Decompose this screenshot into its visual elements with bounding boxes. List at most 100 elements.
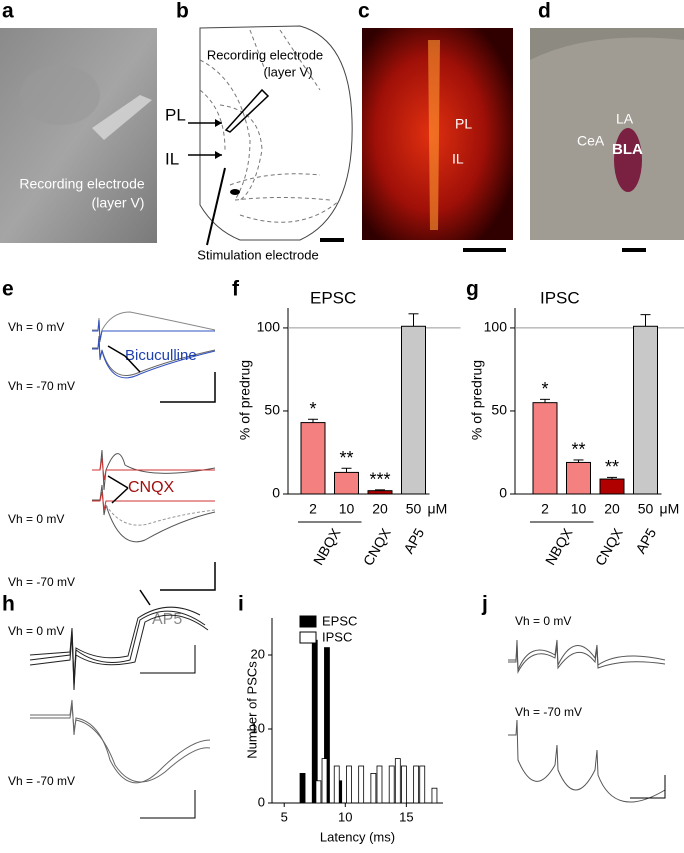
bar — [334, 471, 359, 495]
bar — [311, 639, 318, 804]
label: Vh = 0 mV — [8, 320, 64, 334]
bar — [333, 765, 340, 804]
x-tick-label: 5 — [281, 809, 288, 824]
trace — [105, 504, 216, 526]
bar — [633, 325, 658, 495]
arrow — [188, 122, 222, 156]
bar — [315, 780, 322, 804]
label: Stimulation electrode — [197, 247, 318, 262]
label: Vh = -70 mV — [515, 705, 582, 719]
label: IL — [165, 149, 179, 168]
label: Vh = -70 mV — [8, 575, 75, 589]
bar — [367, 490, 393, 495]
bar — [388, 765, 395, 804]
group-label: NBQX — [542, 525, 576, 568]
legend-label: EPSC — [322, 613, 357, 628]
bar — [300, 422, 326, 495]
significance: * — [309, 399, 316, 419]
panel-letter: h — [2, 593, 15, 616]
y-axis-label: Number of PSCs — [244, 661, 259, 759]
bar — [401, 765, 407, 804]
label: (layer V) — [263, 64, 312, 79]
label: IL — [452, 151, 464, 167]
significance: *** — [369, 470, 390, 490]
arrow — [107, 475, 129, 504]
trace-group — [30, 699, 211, 784]
scale-bar — [630, 775, 666, 799]
bar — [370, 773, 377, 804]
label: Vh = 0 mV — [8, 624, 64, 638]
unit-label: μM — [428, 501, 448, 517]
label: BLA — [612, 141, 643, 158]
scale-bar — [140, 645, 196, 674]
significance: * — [541, 379, 548, 399]
panel-letter: c — [358, 0, 370, 23]
bar — [299, 773, 306, 804]
panel-letter: g — [466, 278, 479, 301]
significance: ** — [571, 440, 585, 460]
group-label: CNQX — [360, 525, 394, 569]
y-tick-label: 50 — [491, 402, 507, 418]
panel-letter: j — [481, 593, 488, 616]
region-border — [199, 29, 341, 223]
chart-title: IPSC — [540, 288, 580, 307]
tissue — [530, 37, 684, 240]
brain-outline — [199, 25, 353, 241]
x-tick-label: 50 — [638, 501, 654, 517]
bar — [346, 765, 352, 804]
bar — [358, 765, 365, 804]
trace — [92, 337, 216, 379]
x-tick-label: 20 — [604, 501, 620, 517]
stimulation-electrode — [206, 167, 226, 246]
panel-letter: b — [176, 0, 189, 23]
bar — [401, 325, 426, 495]
panel-letter: i — [238, 593, 244, 616]
y-tick-label: 100 — [484, 319, 508, 335]
label: Recording electrode — [19, 176, 145, 192]
micrograph — [0, 28, 157, 243]
group-label: NBQX — [310, 525, 344, 568]
y-tick-label: 100 — [257, 319, 281, 335]
trace-group — [508, 639, 666, 803]
legend-label: IPSC — [322, 629, 352, 644]
x-tick-label: 10 — [339, 501, 355, 517]
trace — [92, 457, 215, 481]
y-tick-label: 0 — [272, 485, 280, 501]
trace — [92, 491, 215, 511]
scale-bar — [140, 790, 196, 819]
bar — [431, 787, 438, 804]
y-tick-label: 0 — [499, 485, 507, 501]
bar — [413, 765, 420, 804]
chart-title: EPSC — [310, 288, 356, 307]
y-tick-label: 10 — [251, 720, 265, 735]
electrode — [92, 95, 152, 140]
bar — [566, 461, 591, 495]
label: Bicuculline — [125, 347, 197, 364]
label: PL — [455, 116, 472, 132]
bla-stain — [614, 128, 642, 192]
x-tick-label: 10 — [571, 501, 587, 517]
track — [428, 40, 440, 230]
cell — [20, 65, 100, 125]
label: CNQX — [128, 479, 175, 496]
panel-letter: d — [538, 0, 551, 23]
bar — [321, 758, 328, 804]
significance: ** — [339, 448, 353, 468]
y-tick-label: 50 — [264, 402, 280, 418]
label: LA — [616, 111, 634, 127]
group-label: CNQX — [592, 525, 626, 569]
recording-electrode — [224, 88, 270, 133]
x-tick-label: 10 — [338, 809, 352, 824]
x-tick-label: 2 — [309, 501, 317, 517]
arrow — [107, 345, 141, 373]
label: Vh = -70 mV — [8, 379, 75, 393]
label: Vh = 0 mV — [8, 512, 64, 526]
legend-swatch — [299, 615, 317, 628]
bar — [394, 758, 401, 804]
bar — [376, 765, 383, 804]
x-tick-label: 15 — [399, 809, 413, 824]
x-tick-label: 50 — [406, 501, 422, 517]
label: (layer V) — [92, 195, 145, 211]
legend-swatch — [299, 631, 317, 644]
